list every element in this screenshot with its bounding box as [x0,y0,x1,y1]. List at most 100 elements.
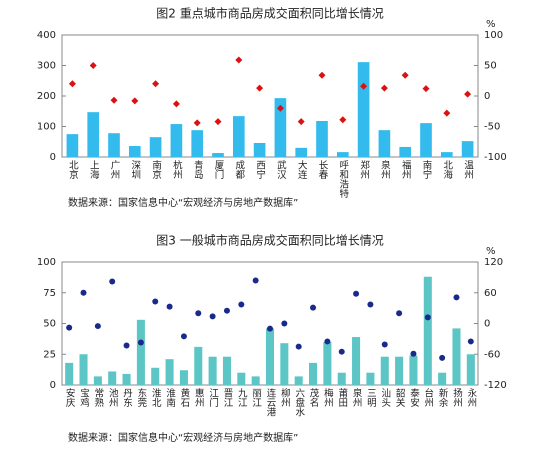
bar [309,362,318,385]
x-tick-label: 台州 [422,387,434,407]
x-tick-label: 青岛 [192,159,204,180]
x-tick-label: 泉州 [351,387,363,407]
dot-marker [137,339,144,346]
x-tick-label: 南宁 [421,159,433,179]
x-tick-label: 淮北 [150,388,162,408]
bar [179,370,188,385]
y-tick-label: 200 [37,91,56,102]
bar [253,142,266,157]
diamond-marker [297,118,305,126]
x-tick-label: 茂名 [308,387,320,408]
y2-unit: % [486,246,496,257]
y2-tick-label: 0 [484,91,490,102]
diamond-marker [89,62,97,69]
bar [274,98,287,157]
diamond-marker [152,80,160,88]
bar [323,341,332,385]
dot-marker [80,289,87,296]
diamond-marker [235,56,243,64]
bar [440,152,453,157]
bar [337,372,346,385]
x-tick-label: 韶关 [394,387,406,408]
bar [128,146,141,157]
y-tick-label: 75 [43,288,56,299]
x-tick-label: 杭州 [171,159,183,179]
bar [251,376,260,385]
x-tick-label: 丽江 [250,388,262,408]
chart-title: 图3 一般城市商品房成交面积同比增长情况 [156,233,383,248]
x-tick-label: 九江 [236,387,248,408]
x-tick-label: 武汉 [275,159,287,180]
dot-marker [123,342,130,349]
y2-tick-label: 50 [484,61,497,72]
x-tick-label: 泰安 [408,387,420,408]
diamond-marker [339,116,347,124]
x-tick-label: 福州 [400,159,412,179]
x-tick-label: 梅州 [322,387,334,407]
bar [409,355,418,385]
diamond-marker [422,85,430,93]
y2-tick-label: 120 [484,257,503,268]
x-tick-label: 永州 [465,387,477,407]
bar [352,337,361,385]
diamond-marker [443,109,451,117]
x-tick-label: 常熟 [92,387,104,408]
y2-tick-label: -120 [484,380,507,391]
dot-marker [467,338,474,345]
bar [87,112,100,157]
dot-marker [338,348,345,355]
diamond-marker [68,80,76,88]
dot-marker [381,341,388,348]
diamond-marker [380,84,388,92]
y2-tick-label: 100 [484,30,503,41]
dot-marker [281,320,288,327]
dot-marker [152,298,159,305]
source-note: 数据来源：国家信息中心“宏观经济与房地产数据库” [68,196,298,209]
bar [294,376,303,385]
dot-marker [66,324,73,331]
dot-marker [439,354,446,361]
x-tick-label: 宝鸡 [78,387,90,408]
bar [466,354,475,385]
x-tick-label: 大连 [296,159,308,180]
x-tick-label: 泉州 [379,159,391,179]
diamond-marker [464,90,472,98]
bar [423,276,432,385]
bar [222,356,231,385]
y2-tick-label: -60 [484,349,500,360]
dot-marker [353,290,360,297]
bar [420,123,432,157]
bar [65,362,74,385]
y-tick-label: 100 [37,257,56,268]
x-tick-label: 池州 [107,387,119,407]
x-tick-label: 惠州 [193,387,205,407]
y-tick-label: 100 [37,122,56,133]
bar [438,372,447,385]
x-tick-label: 三明 [365,388,377,408]
bar [399,146,412,157]
x-tick-label: 成都 [233,159,245,180]
bar [380,356,389,385]
dot-marker [109,278,116,285]
x-tick-label: 连云港 [265,387,277,416]
x-tick-label: 丹东 [121,388,133,407]
x-tick-label: 长春 [317,159,329,180]
bar [357,62,370,157]
bar [336,152,349,157]
bar [232,116,245,157]
x-tick-label: 广州 [109,159,121,179]
x-tick-label: 上海 [88,160,100,180]
dot-marker [180,333,187,340]
bar [461,141,474,157]
dot-marker [396,310,403,317]
y2-tick-label: 60 [484,288,497,299]
y2-tick-label: 0 [484,319,490,330]
bar [149,137,162,157]
bar [151,367,160,385]
bar [136,319,145,385]
x-tick-label: 六盘水 [293,387,305,416]
x-tick-label: 莆田 [336,387,348,408]
x-tick-label: 东莞 [135,387,147,408]
diamond-marker [360,82,368,90]
